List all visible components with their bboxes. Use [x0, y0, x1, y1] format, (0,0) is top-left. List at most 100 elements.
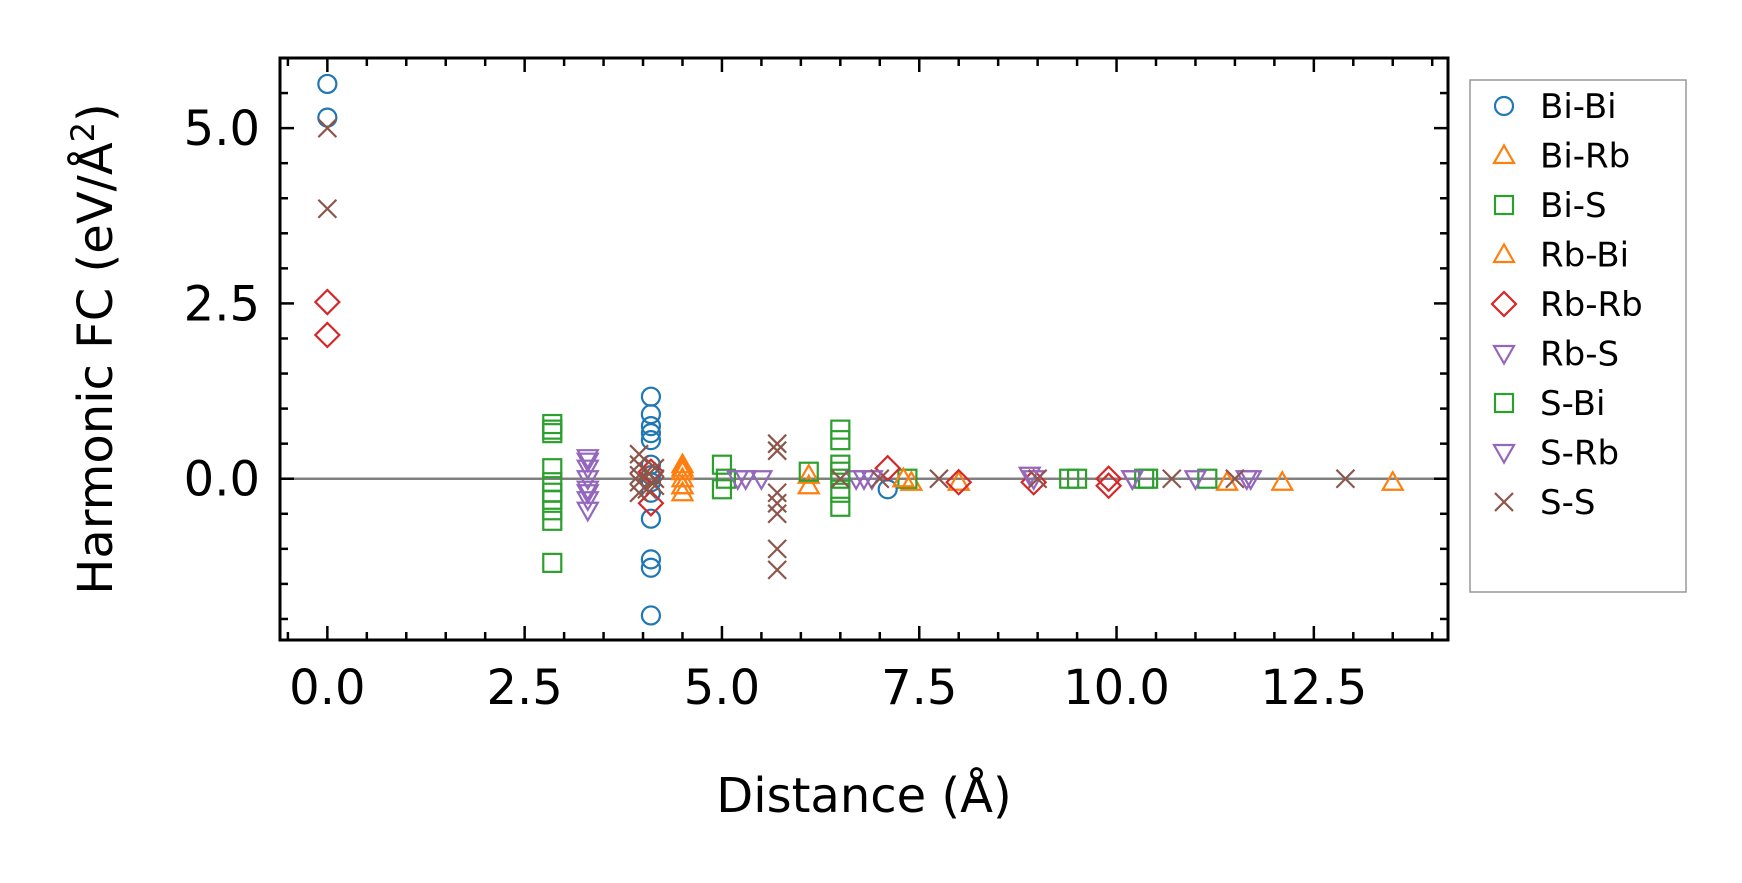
point-s-bi: [542, 489, 563, 510]
legend-item-s-rb: S-Rb: [1492, 434, 1619, 474]
point-bi-bi: [640, 423, 662, 444]
legend-marker-rb-rb: [1490, 290, 1518, 318]
point-bi-rb: [670, 452, 695, 474]
legend-item-bi-rb: Bi-Rb: [1492, 137, 1630, 177]
point-rb-rb: [637, 489, 665, 517]
point-rb-s: [575, 480, 600, 502]
point-s-bi: [715, 468, 736, 489]
point-s-s: [870, 468, 890, 489]
point-bi-s: [830, 482, 851, 503]
point-bi-bi: [640, 557, 662, 578]
legend-marker-bi-bi: [1493, 95, 1515, 117]
point-bi-s: [542, 472, 563, 493]
point-bi-rb: [670, 459, 695, 481]
legend-marker-bi-s: [1493, 194, 1515, 216]
point-s-rb: [1120, 470, 1145, 491]
x-tick-label: 12.5: [1260, 660, 1367, 716]
legend-label-rb-s: Rb-S: [1540, 335, 1619, 375]
point-s-s: [767, 539, 787, 559]
point-s-s: [767, 440, 787, 461]
y-axis-label: Harmonic FC (eV/Å2): [64, 103, 124, 595]
point-bi-bi: [640, 605, 662, 626]
point-bi-s: [1197, 468, 1218, 489]
x-tick-label: 0.0: [289, 660, 365, 716]
point-s-s: [767, 493, 787, 514]
point-s-s: [767, 482, 787, 503]
point-s-s: [1162, 468, 1182, 489]
point-bi-s: [711, 479, 733, 500]
point-rb-rb: [874, 454, 902, 482]
point-rb-rb: [945, 468, 973, 496]
legend-marker-s-rb: [1492, 443, 1516, 465]
series-s-bi: [542, 419, 1159, 510]
point-s-s: [767, 560, 787, 580]
legend-label-bi-rb: Bi-Rb: [1540, 137, 1630, 177]
y-tick-label: 2.5: [184, 276, 260, 332]
legend-item-rb-s: Rb-S: [1492, 335, 1619, 375]
point-s-s: [767, 433, 787, 454]
legend-item-s-bi: S-Bi: [1493, 384, 1605, 424]
point-bi-s: [542, 552, 563, 573]
point-s-rb: [575, 452, 600, 474]
point-rb-rb: [1095, 465, 1123, 493]
y-tick-label: 5.0: [184, 101, 260, 157]
legend-item-rb-bi: Rb-Bi: [1492, 236, 1629, 276]
point-bi-s: [830, 496, 851, 517]
point-rb-rb: [313, 321, 341, 349]
point-s-rb: [1238, 470, 1263, 491]
plot-frame: [278, 56, 1450, 642]
point-bi-bi: [640, 508, 662, 529]
point-bi-s: [798, 461, 819, 482]
legend-marker-s-s: [1494, 492, 1514, 512]
legend-label-bi-s: Bi-S: [1540, 186, 1607, 226]
series-bi-bi: [317, 73, 898, 626]
point-bi-bi: [640, 430, 662, 451]
point-s-rb: [575, 484, 600, 505]
legend-item-bi-bi: Bi-Bi: [1493, 87, 1617, 127]
point-rb-rb: [1095, 472, 1123, 500]
legend: Bi-Bi Bi-Rb Bi-S Rb-Bi Rb-Rb Rb-S S-Bi S-Rb S-S: [1469, 79, 1687, 593]
point-rb-bi: [891, 466, 916, 488]
point-s-s: [317, 118, 338, 138]
point-bi-s: [542, 458, 563, 479]
point-s-s: [317, 198, 338, 219]
point-rb-s: [749, 470, 774, 491]
point-s-s: [1335, 468, 1356, 489]
x-tick-label: 2.5: [486, 660, 562, 716]
y-tick-label: 0.0: [184, 452, 260, 508]
legend-marker-rb-s: [1492, 344, 1516, 366]
data-points: [313, 73, 1405, 626]
point-rb-rb: [313, 288, 341, 316]
point-s-s: [1027, 468, 1048, 489]
point-bi-s: [542, 500, 563, 521]
point-bi-bi: [877, 479, 898, 500]
point-bi-s: [711, 454, 733, 475]
legend-item-s-s: S-S: [1494, 483, 1595, 523]
point-bi-rb: [946, 470, 971, 491]
point-s-bi: [1066, 468, 1088, 489]
point-bi-rb: [796, 462, 821, 484]
legend-marker-bi-rb: [1492, 143, 1516, 165]
point-s-s: [645, 468, 665, 489]
x-tick-label: 5.0: [684, 660, 760, 716]
series-s-s: [317, 118, 1356, 580]
legend-label-s-s: S-S: [1540, 483, 1595, 523]
legend-frame: [1469, 79, 1687, 593]
point-bi-bi: [317, 107, 338, 128]
x-tick-label: 10.0: [1063, 660, 1170, 716]
legend-label-rb-rb: Rb-Rb: [1540, 285, 1643, 325]
point-bi-bi: [640, 386, 662, 407]
point-s-s: [645, 475, 665, 496]
x-axis-label: Distance (Å): [716, 767, 1011, 824]
legend-item-bi-s: Bi-S: [1493, 186, 1607, 226]
point-s-bi: [542, 419, 563, 440]
point-s-s: [1225, 468, 1245, 489]
point-bi-s: [542, 510, 563, 531]
point-s-rb: [852, 470, 876, 491]
point-s-s: [830, 468, 851, 489]
point-bi-rb: [1270, 470, 1295, 491]
y-axis-label-close: ): [68, 103, 124, 122]
axis-ticks: [280, 56, 1448, 640]
y-axis-label-sup: 2: [64, 122, 102, 142]
x-tick-label: 7.5: [881, 660, 957, 716]
